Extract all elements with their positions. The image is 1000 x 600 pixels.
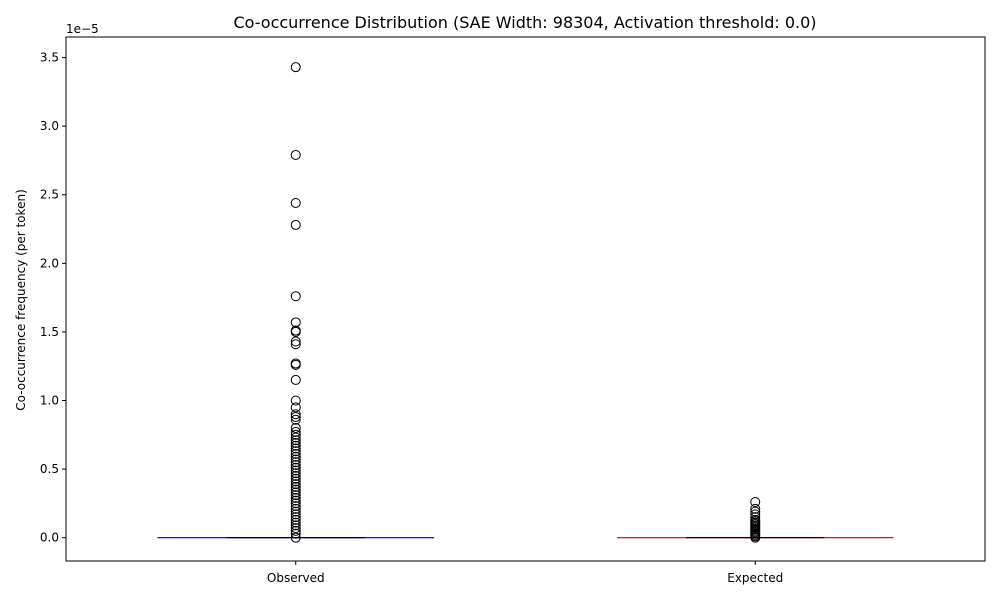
outlier-point (290, 219, 301, 230)
outlier-point (290, 495, 301, 506)
outlier-point (290, 291, 301, 302)
x-axis: Observed Expected (267, 561, 783, 585)
outlier-point (290, 429, 301, 440)
outlier-point (290, 503, 301, 514)
outlier-point (290, 446, 301, 457)
x-tick-label: Observed (267, 571, 325, 585)
box-expected (616, 497, 894, 543)
outlier-point (750, 509, 761, 520)
outlier-point (290, 451, 301, 462)
outlier-point (290, 149, 301, 160)
outlier-point (750, 506, 761, 517)
outlier-point (290, 359, 301, 370)
y-tick-label: 3.5 (40, 51, 59, 65)
outlier-point (290, 506, 301, 517)
outlier-point (290, 532, 301, 543)
outlier-point (290, 492, 301, 503)
outlier-point (290, 454, 301, 465)
y-tick-label: 2.5 (40, 188, 59, 202)
outlier-point (290, 479, 301, 490)
box-observed (157, 62, 435, 543)
outlier-point (290, 490, 301, 501)
outlier-point (290, 62, 301, 73)
outlier-point (290, 435, 301, 446)
outlier-point (290, 520, 301, 531)
y-axis: 0.0 0.5 1.0 1.5 2.0 2.5 3.0 3.5 (40, 51, 66, 545)
outlier-point (290, 512, 301, 523)
outlier-point (290, 459, 301, 470)
outlier-point (290, 197, 301, 208)
chart-title: Co-occurrence Distribution (SAE Width: 9… (233, 13, 816, 32)
outlier-point (290, 449, 301, 460)
outlier-point (290, 427, 301, 438)
outlier-point (290, 395, 301, 406)
outlier-point (290, 523, 301, 534)
outlier-point (290, 462, 301, 473)
outlier-point (290, 457, 301, 468)
outlier-point (290, 465, 301, 476)
box-plots (157, 62, 894, 543)
outlier-point (750, 512, 761, 523)
outlier-point (290, 339, 301, 350)
outlier-point (290, 517, 301, 528)
outlier-point (290, 501, 301, 512)
outlier-point (290, 440, 301, 451)
outlier-point (290, 476, 301, 487)
outlier-point (290, 484, 301, 495)
plot-frame (65, 36, 986, 562)
outlier-point (290, 481, 301, 492)
outlier-point (290, 470, 301, 481)
outlier-point (290, 443, 301, 454)
outlier-point (290, 498, 301, 509)
y-tick-label: 0.0 (40, 531, 59, 545)
x-tick-label: Expected (727, 571, 783, 585)
y-axis-label: Co-occurrence frequency (per token) (14, 189, 28, 410)
y-tick-label: 0.5 (40, 462, 59, 476)
outlier-point (290, 422, 301, 433)
outlier-point (290, 374, 301, 385)
outlier-point (750, 497, 761, 508)
outlier-point (290, 336, 301, 347)
outlier-point (290, 409, 301, 420)
outlier-point (290, 414, 301, 425)
outlier-point (290, 509, 301, 520)
outlier-point (290, 438, 301, 449)
outlier-point (290, 473, 301, 484)
y-tick-label: 1.5 (40, 325, 59, 339)
outlier-point (290, 514, 301, 525)
outlier-point (290, 487, 301, 498)
outlier-point (750, 503, 761, 514)
outlier-point (290, 317, 301, 328)
outlier-point (290, 468, 301, 479)
outlier-point (750, 532, 761, 543)
y-tick-label: 1.0 (40, 394, 59, 408)
y-offset-label: 1e−5 (66, 22, 99, 36)
outlier-point (290, 525, 301, 536)
outlier-point (290, 528, 301, 539)
y-tick-label: 3.0 (40, 119, 59, 133)
outlier-point (290, 326, 301, 337)
outlier-point (290, 411, 301, 422)
outlier-point (290, 402, 301, 413)
outlier-point (290, 432, 301, 443)
y-tick-label: 2.0 (40, 256, 59, 270)
